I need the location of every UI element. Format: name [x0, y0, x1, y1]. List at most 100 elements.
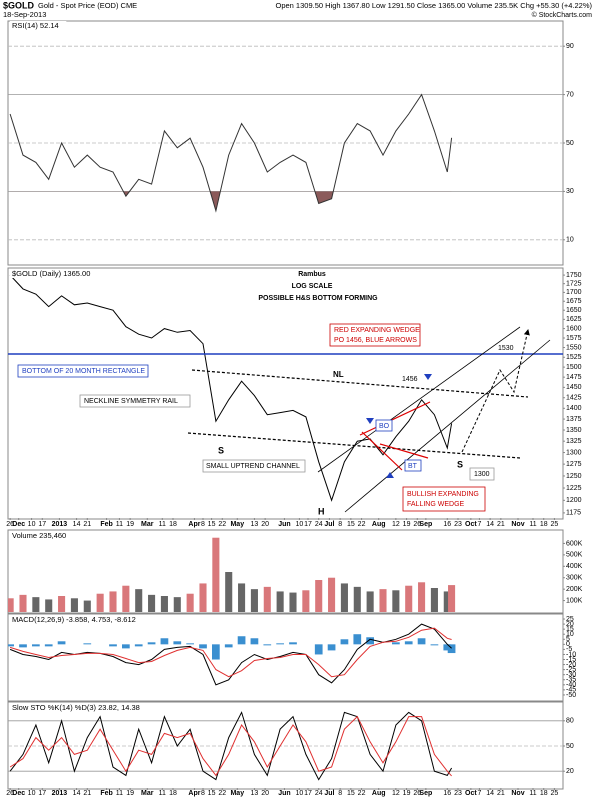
series-line: [9, 715, 452, 777]
y-tick-label: 1625: [566, 316, 582, 323]
x-tick-label: Jul: [324, 521, 334, 528]
y-tick-label: 5: [566, 636, 570, 643]
x-tick-label: Sep: [419, 521, 432, 528]
y-tick-label: 1250: [566, 473, 582, 480]
y-tick-label: 90: [566, 43, 574, 50]
histogram-bar: [430, 644, 439, 646]
x-tick-label: 10: [28, 521, 36, 528]
y-tick-label: 20: [566, 621, 574, 628]
x-tick-label: 14: [73, 521, 81, 528]
annotation-box: [375, 419, 393, 432]
x-tick-label: 17: [38, 521, 46, 528]
annotation: BT: [408, 463, 418, 470]
volume-bar: [315, 580, 323, 612]
x-tick-label: 19: [126, 790, 134, 797]
y-tick-label: 80: [566, 718, 574, 725]
y-tick-label: -30: [566, 672, 576, 679]
volume-bar: [302, 590, 310, 612]
x-tick-label: 26: [6, 790, 14, 797]
annotation: NECKLINE SYMMETRY RAIL: [84, 398, 178, 405]
x-tick-label: 8: [201, 521, 205, 528]
neckline: [191, 369, 529, 398]
x-tick-label: 10: [296, 521, 304, 528]
y-tick-label: 50: [566, 743, 574, 750]
x-tick-label: 21: [497, 521, 505, 528]
x-tick-label: 7: [477, 790, 481, 797]
x-tick-label: May: [230, 521, 244, 528]
panel: [8, 537, 456, 612]
x-tick-label: 15: [347, 521, 355, 528]
x-tick-label: May: [230, 790, 244, 797]
x-tick-label: 26: [413, 790, 421, 797]
y-tick-label: 100K: [566, 597, 583, 604]
x-tick-label: Nov: [511, 790, 524, 797]
y-tick-label: 20: [566, 768, 574, 775]
panel-label: Volume 235,460: [12, 531, 66, 540]
quote: Open 1309.50 High 1367.80 Low 1291.50 Cl…: [276, 1, 593, 10]
volume-bar: [32, 597, 40, 612]
volume-bar: [418, 582, 426, 612]
x-tick-label: 23: [454, 790, 462, 797]
x-tick-label: Aug: [372, 790, 386, 797]
annotation: BOTTOM OF 20 MONTH RECTANGLE: [22, 368, 145, 375]
volume-bar: [83, 600, 91, 612]
y-tick-label: 1400: [566, 405, 582, 412]
x-tick-label: 11: [529, 790, 536, 797]
x-tick-label: Apr: [188, 521, 200, 528]
panel-label: RSI(14) 52.14: [12, 21, 59, 30]
x-tick-label: 13: [251, 790, 259, 797]
y-tick-label: 50: [566, 140, 574, 147]
y-tick-label: 1350: [566, 427, 582, 434]
macd-frame: [7, 613, 564, 702]
y-tick-label: 600K: [566, 540, 583, 547]
y-tick-label: 1575: [566, 335, 582, 342]
annotations: Rambus LOG SCALE POSSIBLE H&S BOTTOM FOR…: [8, 271, 563, 516]
y-tick-label: 200K: [566, 586, 583, 593]
histogram-bar: [366, 637, 374, 645]
annotation: FALLING WEDGE: [407, 501, 465, 508]
volume-bar: [96, 593, 104, 612]
wedge-bottom: [379, 443, 429, 459]
series-line: [9, 93, 453, 213]
histogram-bar: [263, 644, 272, 646]
volume-bar: [276, 591, 284, 612]
x-tick-label: 10: [28, 790, 36, 797]
volume-bar: [405, 585, 413, 612]
x-tick-label: 22: [358, 790, 366, 797]
y-tick-label: 1300: [566, 449, 582, 456]
series-line: [9, 274, 453, 502]
volume-bar: [379, 589, 387, 612]
channel-top: [317, 326, 521, 473]
panel: [8, 623, 456, 686]
x-tick-label: 23: [454, 521, 462, 528]
y-tick-label: 1750: [566, 272, 582, 279]
x-tick-label: 2013: [52, 521, 68, 528]
y-tick-label: 1550: [566, 344, 582, 351]
y-tick-label: 1500: [566, 364, 582, 371]
x-tick-label: 10: [296, 790, 304, 797]
volume-bar: [19, 594, 27, 612]
annotation: 1456: [402, 376, 418, 383]
x-tick-label: Mar: [141, 521, 154, 528]
x-tick-label: 20: [261, 790, 269, 797]
x-tick-label: 21: [83, 521, 91, 528]
y-tick-label: -35: [566, 677, 576, 684]
y-tick-label: 300K: [566, 575, 583, 582]
histogram-bar: [250, 638, 259, 645]
histogram-bar: [289, 642, 297, 645]
histogram-bar: [32, 644, 40, 647]
x-tick-label: 11: [116, 521, 123, 528]
volume-bar: [148, 594, 156, 612]
volume-bar: [212, 537, 220, 612]
x-tick-label: 8: [338, 790, 342, 797]
x-tick-label: 19: [403, 790, 411, 797]
x-tick-label: 16: [443, 790, 451, 797]
volume-bar: [340, 583, 348, 612]
volume-bar: [328, 577, 336, 612]
annotation: BULLISH EXPANDING: [407, 491, 479, 498]
y-tick-label: 1725: [566, 281, 582, 288]
x-tick-label: 21: [497, 790, 505, 797]
panel-label: $GOLD (Daily) 1365.00: [12, 269, 90, 278]
series-line: [9, 711, 453, 781]
